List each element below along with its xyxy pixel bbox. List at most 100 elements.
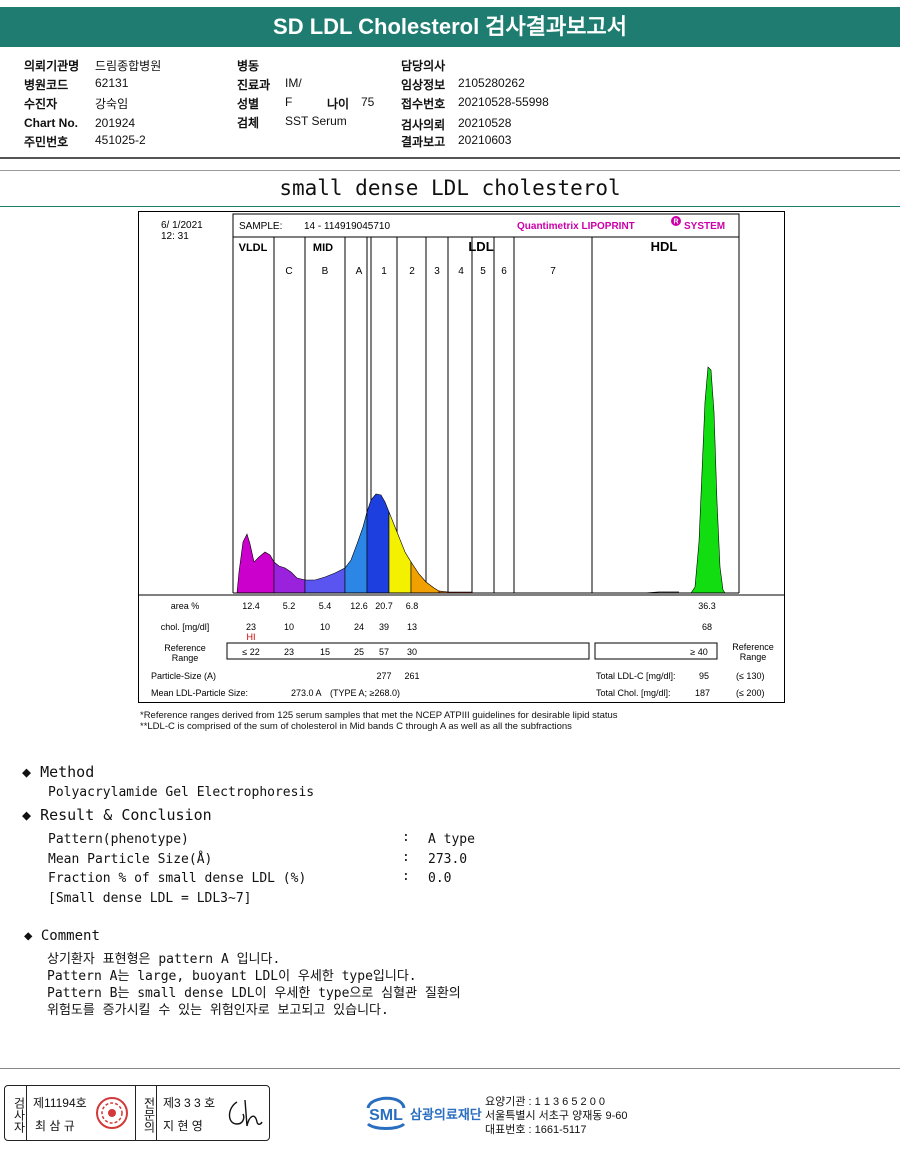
- result-value-fraction: 0.0: [428, 871, 452, 886]
- specialist-license: 제3 3 3 호: [163, 1096, 216, 1110]
- result-label-fraction: Fraction % of small dense LDL (%): [48, 871, 307, 886]
- mid-b-peak: [304, 567, 346, 594]
- diamond-bullet-icon: ◆: [24, 928, 33, 944]
- particle-size-value: 277: [376, 671, 391, 681]
- label-chart-no: Chart No.: [24, 116, 78, 130]
- result-value-pattern: A type: [428, 832, 475, 847]
- ref-value: 57: [379, 647, 389, 657]
- value-resident-no: 451025-2: [95, 133, 146, 147]
- group-hdl: HDL: [651, 239, 678, 254]
- ref-value: 23: [284, 647, 294, 657]
- band-label: B: [322, 266, 329, 277]
- brand-name: Quantimetrix LIPOPRINT: [517, 221, 635, 232]
- value-request-date: 20210528: [458, 116, 512, 130]
- area-value: 20.7: [375, 601, 393, 611]
- sml-logo-icon: SML: [366, 1096, 406, 1130]
- result-heading-text: Result & Conclusion: [40, 806, 212, 824]
- value-clinical-info: 2105280262: [458, 76, 525, 90]
- band-labels: C B A 1 2 3 4 5 6 7: [285, 266, 556, 277]
- row-label-ref1: Reference: [164, 643, 206, 653]
- sample-label: SAMPLE:: [239, 221, 282, 232]
- mid-a-peak: [344, 511, 368, 594]
- ref-range-box-ldl: [226, 642, 590, 660]
- value-age: 75: [361, 95, 375, 109]
- ldl3-peak: [410, 561, 440, 594]
- footnote-2: **LDL-C is comprised of the sum of chole…: [140, 721, 572, 732]
- method-heading-text: Method: [40, 763, 95, 781]
- row-label-ref2: Range: [172, 653, 199, 663]
- signature-box: 검사자 제11194호 최 삼 규 전문의 제3 3 3 호 지 현 영: [4, 1085, 270, 1141]
- comment-heading-text: Comment: [40, 928, 100, 944]
- area-value: 5.4: [319, 601, 332, 611]
- total-chol-label: Total Chol. [mg/dl]:: [596, 688, 671, 698]
- value-sex: F: [285, 95, 293, 109]
- row-label-chol: chol. [mg/dl]: [161, 622, 210, 632]
- specialist-label: 전문의: [135, 1086, 157, 1140]
- label-resident-no: 주민번호: [24, 135, 69, 149]
- group-mid: MID: [313, 242, 333, 254]
- label-age: 나이: [327, 97, 350, 111]
- particle-size-value: 261: [404, 671, 419, 681]
- result-note: [Small dense LDL = LDL3~7]: [48, 891, 252, 906]
- org-info-3: 대표번호 : 1661-5117: [485, 1124, 587, 1136]
- band-divider-lines: [232, 237, 740, 593]
- value-cells: 12.4 5.2 5.4 12.6 20.7 6.8 23 10 10 24 39 13 ≤ 22 23 1…: [242, 601, 419, 681]
- label-hospital-code: 병원코드: [24, 78, 69, 92]
- seal-stamp-icon: [96, 1097, 128, 1129]
- divider: [0, 157, 900, 159]
- result-value-size: 273.0: [428, 852, 468, 867]
- value-hospital: 드림종합병원: [95, 59, 162, 73]
- result-colon: :: [402, 850, 410, 865]
- lipoprint-svg: 6/ 1/2021 12: 31 SAMPLE: 14 - 1149190457…: [139, 213, 784, 698]
- value-patient: 강숙임: [95, 97, 129, 111]
- org-info-1: 요양기관 : 1 1 3 6 5 2 0 0: [485, 1096, 605, 1108]
- mean-value: 273.0 A: [291, 688, 322, 698]
- label-clinical-info: 임상정보: [401, 78, 446, 92]
- comment-line: Pattern B는 small dense LDL이 우세한 type으로 심…: [47, 986, 461, 1001]
- row-label-mean: Mean LDL-Particle Size:: [151, 688, 248, 698]
- divider: [0, 206, 900, 207]
- examiner-license: 제11194호: [33, 1096, 87, 1110]
- electrophoresis-curve: [236, 366, 726, 594]
- chol-hdl: 68: [702, 622, 712, 632]
- group-ldl: LDL: [468, 239, 493, 254]
- registered-letter: R: [673, 219, 678, 226]
- lipoprint-report: 6/ 1/2021 12: 31 SAMPLE: 14 - 1149190457…: [138, 211, 785, 703]
- org-info-2: 서울특별시 서초구 양재동 9-60: [485, 1110, 628, 1122]
- area-value: 5.2: [283, 601, 296, 611]
- result-colon: :: [402, 830, 410, 845]
- value-report-date: 20210603: [458, 133, 512, 147]
- area-hdl: 36.3: [698, 601, 716, 611]
- label-receipt-no: 접수번호: [401, 97, 446, 111]
- divider: [0, 170, 900, 171]
- total-chol-value: 187: [695, 688, 710, 698]
- area-value: 12.4: [242, 601, 260, 611]
- value-chart-no: 201924: [95, 116, 136, 130]
- chol-flag: HI: [247, 632, 256, 642]
- comment-heading: ◆ Comment: [24, 928, 100, 944]
- total-ldl-ref: (≤ 130): [736, 671, 764, 681]
- result-heading: ◆ Result & Conclusion: [22, 806, 212, 824]
- hdl-peak: [690, 366, 726, 594]
- ref-range-box-hdl: [594, 642, 718, 660]
- ref-value: 15: [320, 647, 330, 657]
- band-label: 2: [409, 266, 415, 277]
- org-name: 삼광의료재단: [410, 1107, 482, 1122]
- band-label: 6: [501, 266, 507, 277]
- value-hospital-code: 62131: [95, 76, 129, 90]
- band-label: 3: [434, 266, 440, 277]
- comment-line: 상기환자 표현형은 pattern A 입니다.: [47, 952, 281, 967]
- value-specimen: SST Serum: [285, 114, 347, 128]
- ref-value: 30: [407, 647, 417, 657]
- row-label-area: area %: [171, 601, 200, 611]
- value-receipt-no: 20210528-55998: [458, 95, 549, 109]
- result-colon: :: [402, 869, 410, 884]
- vldl-peak: [236, 533, 275, 594]
- band-label: 1: [381, 266, 387, 277]
- chol-value: 24: [354, 622, 364, 632]
- footnote-1: *Reference ranges derived from 125 serum…: [140, 710, 618, 721]
- examiner-label: 검사자: [5, 1086, 27, 1140]
- value-department: IM/: [285, 76, 302, 90]
- label-report-date: 결과보고: [401, 135, 446, 149]
- ref-right-1: Reference: [732, 642, 774, 652]
